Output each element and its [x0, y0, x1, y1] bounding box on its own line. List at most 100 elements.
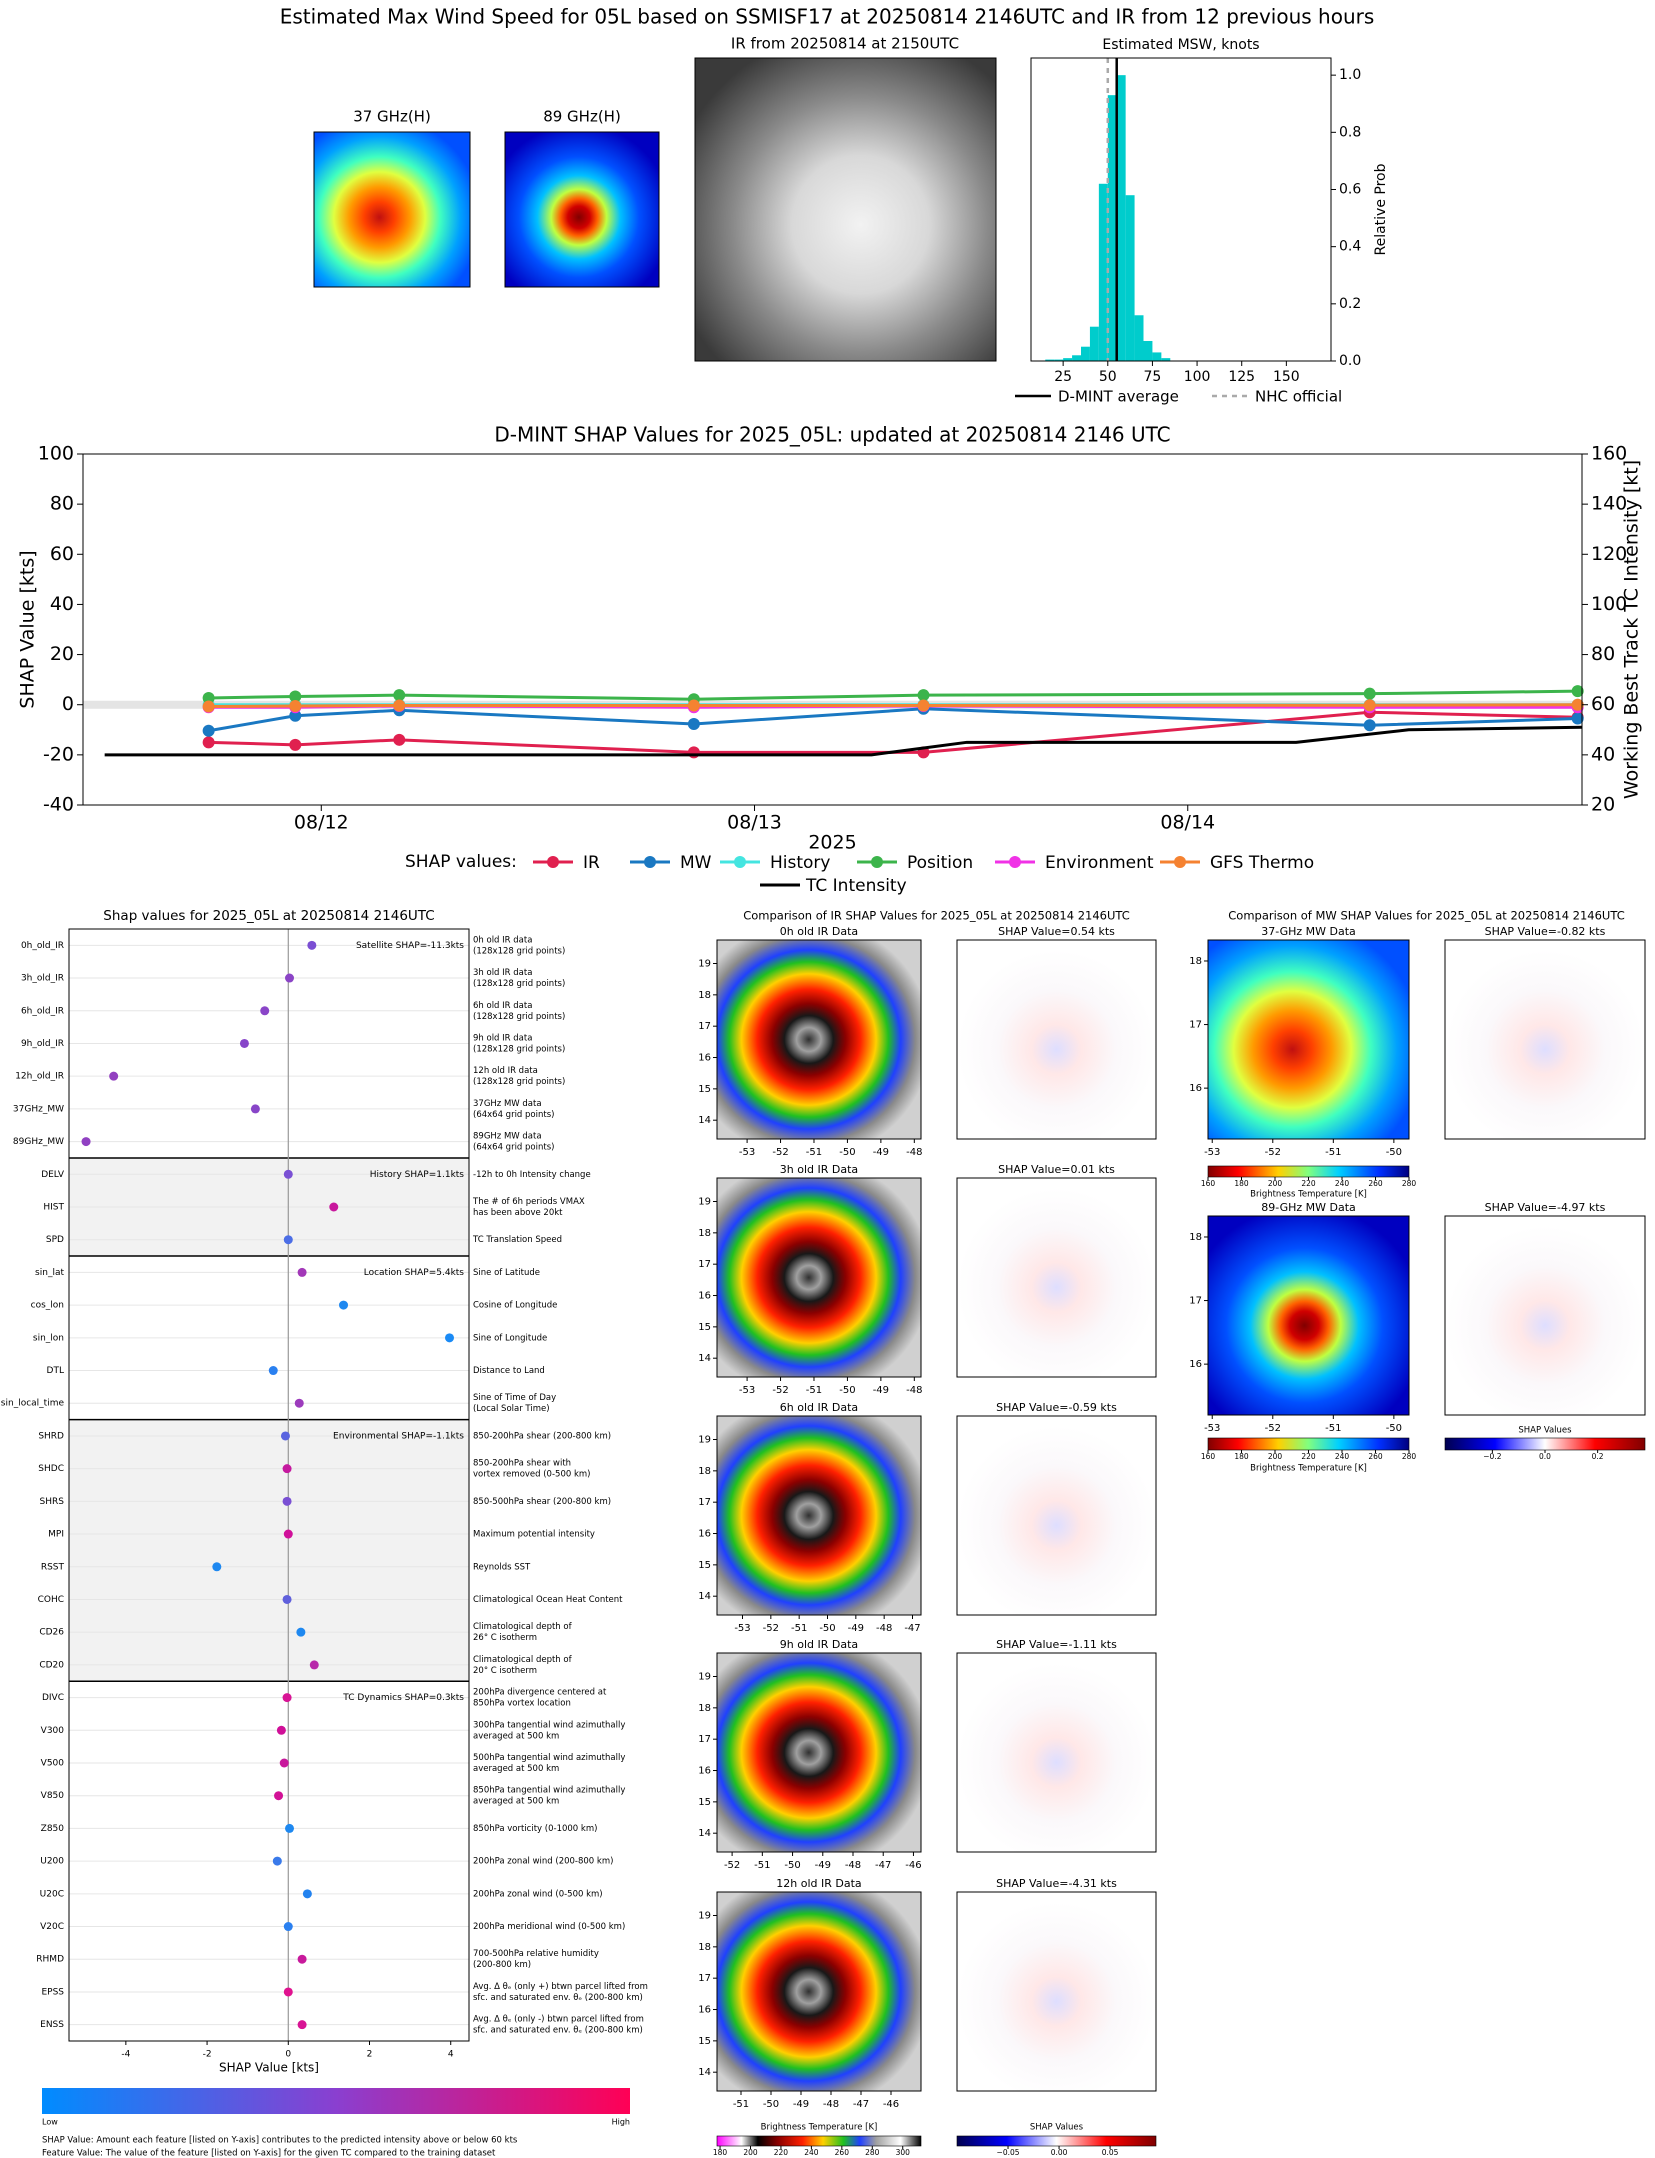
x-tick-label: -48: [906, 1385, 922, 1396]
bar: [1089, 326, 1099, 361]
data-point: [302, 1889, 312, 1899]
panel-title: 3h old IR Data: [780, 1163, 858, 1176]
y-tick-label: 9h_old_IR: [21, 1039, 64, 1049]
y-tick-label: HIST: [43, 1203, 64, 1213]
y2-tick-label: 120: [1591, 543, 1627, 565]
x-tick-label: -46: [905, 1860, 921, 1871]
legend-swatch: [871, 856, 883, 868]
data-point: [202, 724, 215, 737]
y-tick-label: Z850: [41, 1824, 65, 1834]
legend-label: IR: [583, 853, 600, 873]
bar: [1161, 358, 1171, 361]
data-point: [279, 1758, 289, 1768]
satellite-image: [716, 1177, 922, 1378]
data-point: [282, 1464, 292, 1474]
panel-title: SHAP Value=-0.59 kts: [996, 1401, 1117, 1414]
y-tick-label: 14: [698, 1591, 711, 1602]
shap-image: [1444, 1215, 1646, 1416]
legend-label: GFS Thermo: [1210, 853, 1314, 873]
feature-description: Climatological depth of: [473, 1622, 573, 1632]
data-point: [272, 1856, 282, 1866]
feature-description: averaged at 500 km: [473, 1731, 559, 1741]
colorbar-tick-label: 260: [1368, 1179, 1383, 1188]
data-point: [445, 1333, 455, 1343]
data-point: [297, 1954, 307, 1964]
y-tick-label: 0.4: [1339, 239, 1361, 255]
colorbar-label: Brightness Temperature [K]: [761, 2123, 878, 2133]
data-point: [1571, 712, 1584, 725]
y-tick-label: 16: [1189, 1083, 1202, 1094]
y-tick-label: 18: [698, 990, 711, 1001]
y-tick-label: 1.0: [1339, 67, 1361, 83]
x-tick-label: -48: [823, 2099, 839, 2110]
y-tick-label: 15: [698, 1322, 711, 1333]
x-tick-label: 150: [1273, 369, 1300, 385]
colorbar-tick-label: 0.0: [1539, 1452, 1551, 1461]
y-tick-label: EPSS: [41, 1987, 64, 1997]
y-tick-label: V850: [41, 1791, 65, 1801]
feature-description: 3h old IR data: [473, 968, 532, 978]
colorbar-tick-label: 160: [1201, 1179, 1216, 1188]
x-tick-label: 08/13: [727, 812, 782, 834]
data-point: [339, 1300, 349, 1310]
colorbar-tick-label: −0.2: [1483, 1452, 1501, 1461]
colorbar-tick-label: 280: [1402, 1179, 1417, 1188]
data-point: [917, 689, 930, 702]
panel-title: IR from 20250814 at 2150UTC: [731, 35, 959, 53]
feature-description: 500hPa tangential wind azimuthally: [473, 1753, 625, 1763]
y-axis-label: Relative Prob: [1373, 163, 1389, 255]
feature-description: 0h old IR data: [473, 935, 532, 945]
x-tick-label: -53: [739, 1147, 755, 1158]
data-point: [280, 1431, 290, 1441]
x-tick-label: 25: [1054, 369, 1072, 385]
x-tick-label: 08/12: [294, 812, 349, 834]
y-tick-label: 18: [698, 1942, 711, 1953]
feature-description: 200hPa zonal wind (200-800 km): [473, 1857, 613, 1867]
x-tick-label: -47: [904, 1623, 920, 1634]
satellite-image: [1207, 1215, 1410, 1416]
y2-tick-label: 140: [1591, 493, 1627, 515]
x-tick-label: -50: [839, 1385, 855, 1396]
legend-swatch: [1174, 856, 1186, 868]
y-tick-label: 14: [698, 1828, 711, 1839]
x-tick-label: -2: [203, 2050, 212, 2060]
group-label: History SHAP=1.1kts: [370, 1170, 465, 1180]
colorbar-tick-label: 0.05: [1102, 2148, 1119, 2157]
y-tick-label: 14: [698, 2067, 711, 2078]
y-tick-label: 18: [698, 1703, 711, 1714]
feature-description: 850-200hPa shear with: [473, 1459, 571, 1469]
x-tick-label: -48: [906, 1147, 922, 1158]
feature-description: (128x128 grid points): [473, 1044, 565, 1054]
feature-description: (128x128 grid points): [473, 979, 565, 989]
legend-label: D-MINT average: [1058, 388, 1179, 406]
colorbar-tick-label: 220: [1301, 1179, 1316, 1188]
y-tick-label: -40: [43, 794, 74, 816]
colorbar-tick-label: 180: [1234, 1452, 1249, 1461]
y-tick-label: 0.0: [1339, 353, 1361, 369]
data-point: [109, 1071, 119, 1081]
x-tick-label: 75: [1144, 369, 1162, 385]
y-tick-label: sin_lon: [33, 1333, 64, 1343]
y-axis-label: SHAP Value [kts]: [17, 550, 39, 708]
colorbar-tick-label: 300: [896, 2148, 911, 2157]
data-point: [282, 1594, 292, 1604]
colorbar-tick-label: 280: [865, 2148, 880, 2157]
data-point: [687, 718, 700, 731]
bar: [1063, 358, 1073, 361]
x-tick-label: -46: [883, 2099, 899, 2110]
colorbar-tick-label: 240: [1335, 1452, 1350, 1461]
panel-title: 6h old IR Data: [780, 1401, 858, 1414]
data-point: [250, 1104, 260, 1114]
colorbar-tick-label: 0.2: [1592, 1452, 1604, 1461]
colorbar-label: SHAP Values: [1030, 2123, 1084, 2133]
y-tick-label: 0.6: [1339, 181, 1361, 197]
feature-description: 26° C isotherm: [473, 1633, 537, 1643]
panel-title: 12h old IR Data: [776, 1877, 861, 1890]
bar: [1152, 352, 1162, 361]
data-point: [285, 973, 295, 983]
x-tick-label: 2: [367, 2050, 373, 2060]
microwave-image: [313, 131, 471, 288]
shap-image: [956, 1177, 1157, 1378]
x-tick-label: 4: [448, 2050, 454, 2060]
x-tick-label: -49: [873, 1385, 889, 1396]
